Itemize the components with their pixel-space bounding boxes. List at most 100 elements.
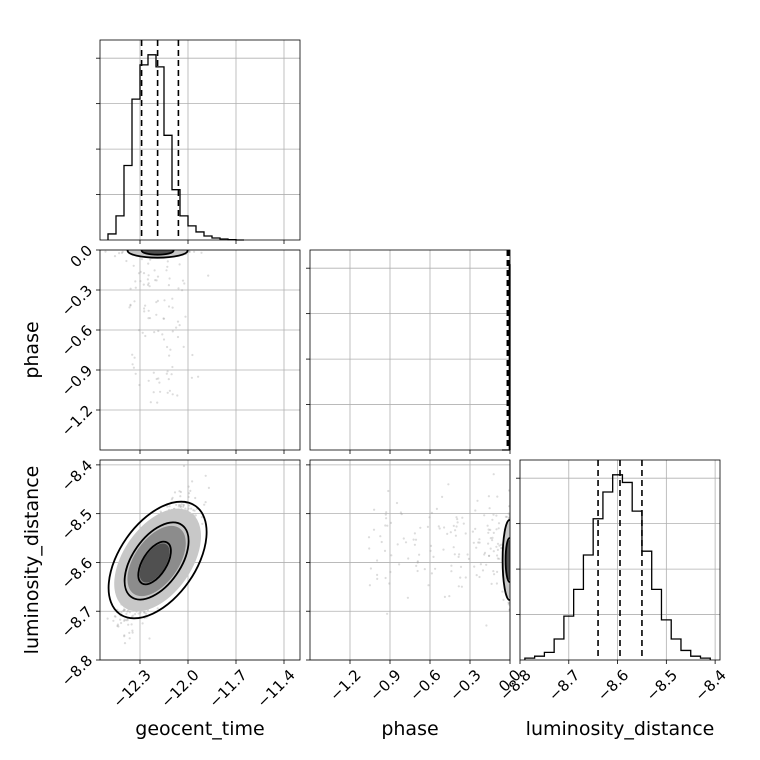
- scatter-point: [118, 252, 121, 255]
- x-tick-labels-luminosity-distance: −8.8 −8.7 −8.6 −8.5 −8.4: [496, 666, 730, 704]
- scatter-point: [131, 363, 134, 366]
- scatter-point: [456, 518, 459, 521]
- scatter-point: [123, 619, 126, 623]
- scatter-point: [373, 508, 376, 511]
- scatter-point: [415, 564, 418, 568]
- scatter-point: [413, 543, 416, 546]
- scatter-point: [147, 379, 150, 382]
- scatter-point: [152, 391, 155, 394]
- scatter-point: [507, 601, 510, 604]
- scatter-point: [495, 545, 498, 548]
- scatter-point: [430, 572, 433, 575]
- scatter-point: [171, 330, 174, 333]
- scatter-point: [493, 573, 496, 576]
- scatter-point: [201, 522, 204, 526]
- scatter-point: [123, 635, 126, 638]
- scatter-point: [483, 514, 486, 517]
- x-tick-label: −11.4: [254, 666, 299, 711]
- scatter-point: [207, 486, 210, 489]
- scatter-point: [182, 505, 185, 508]
- scatter-point: [191, 353, 194, 357]
- scatter-point: [168, 389, 171, 392]
- scatter-point: [168, 354, 171, 357]
- scatter-point: [141, 622, 144, 625]
- scatter-point: [176, 320, 180, 323]
- scatter-point: [171, 306, 174, 309]
- scatter-point: [495, 514, 498, 517]
- scatter-point: [466, 553, 469, 556]
- scatter-point: [116, 624, 119, 628]
- x-tick-label: −11.7: [206, 666, 251, 711]
- x-tick-label: −1.2: [326, 666, 364, 704]
- scatter-point: [132, 614, 135, 617]
- scatter-point: [467, 557, 470, 561]
- ticks: [96, 249, 285, 454]
- scatter-point: [192, 509, 195, 512]
- scatter-point: [419, 526, 422, 529]
- scatter-point: [507, 601, 510, 605]
- scatter-point: [193, 250, 196, 253]
- scatter-point: [416, 560, 419, 563]
- scatter-point: [143, 307, 146, 310]
- scatter-point: [487, 554, 491, 558]
- scatter-point: [125, 612, 128, 616]
- scatter-point: [104, 250, 107, 253]
- x-tick-label: −8.8: [496, 666, 534, 704]
- panel-phase-histogram: [306, 249, 511, 454]
- scatter-point: [390, 554, 393, 557]
- scatter-point: [178, 503, 181, 507]
- scatter-point: [399, 511, 402, 514]
- scatter-point: [155, 279, 158, 282]
- scatter-point: [501, 590, 504, 593]
- panel-frame: [99, 459, 301, 661]
- scatter-point: [368, 547, 371, 550]
- scatter-point: [464, 576, 467, 579]
- scatter-point: [475, 574, 478, 577]
- scatter-point: [455, 516, 458, 519]
- scatter-point: [146, 278, 149, 281]
- scatter-point: [129, 304, 132, 307]
- scatter-point: [489, 528, 492, 532]
- scatter-point: [155, 313, 158, 316]
- scatter-point: [177, 287, 180, 290]
- scatter-point: [132, 264, 135, 267]
- x-axis-label-luminosity-distance: luminosity_distance: [526, 718, 715, 740]
- scatter-point: [165, 372, 168, 375]
- scatter-point: [478, 538, 481, 541]
- scatter-point: [386, 524, 389, 527]
- scatter-point: [502, 598, 505, 602]
- y-axis-label-phase: phase: [21, 321, 43, 378]
- scatter-point: [128, 631, 131, 635]
- scatter-point: [139, 280, 142, 283]
- scatter-point: [163, 299, 166, 302]
- scatter-point: [156, 607, 159, 610]
- scatter-point: [175, 503, 178, 506]
- scatter-point: [438, 527, 441, 530]
- scatter-point: [400, 513, 403, 516]
- ticks: [306, 267, 511, 454]
- density-contours: [501, 519, 510, 601]
- scatter-point: [142, 272, 146, 275]
- scatter-point: [152, 371, 155, 374]
- scatter-point: [92, 632, 94, 634]
- scatter-point: [153, 331, 156, 334]
- scatter-point: [167, 305, 171, 308]
- scatter-point: [130, 623, 133, 626]
- scatter-point: [487, 528, 490, 531]
- scatter-point: [123, 642, 127, 645]
- contour-line: [140, 250, 175, 256]
- scatter-point: [423, 568, 426, 571]
- scatter-point: [426, 525, 429, 529]
- scatter-point: [162, 317, 166, 320]
- y-axis-label-luminosity-distance: luminosity_distance: [21, 466, 43, 655]
- scatter-point: [129, 287, 132, 290]
- scatter-point: [114, 615, 117, 618]
- scatter-point: [148, 317, 152, 320]
- scatter-point: [184, 507, 187, 510]
- panel-frame: [519, 459, 721, 661]
- scatter-point: [142, 283, 145, 286]
- panel-geocent-time-vs-phase: [96, 249, 301, 454]
- scatter-point: [483, 553, 486, 556]
- scatter-point: [133, 356, 136, 359]
- scatter-point: [204, 501, 207, 504]
